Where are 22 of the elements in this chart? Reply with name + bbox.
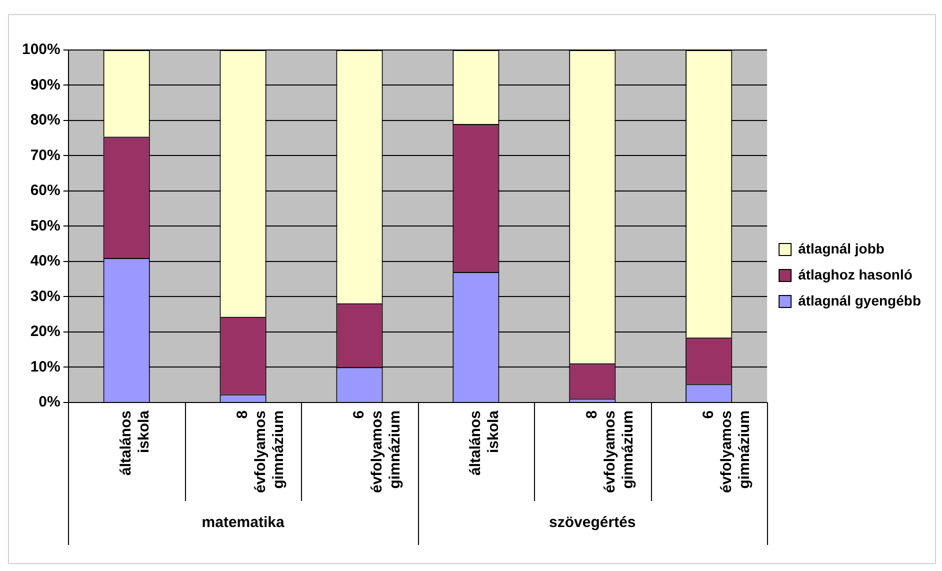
- x-tick-label: 6 évfolyamos gimnázium: [350, 410, 404, 494]
- y-tick-label: 0%: [38, 394, 60, 411]
- text: szövegértés: [549, 514, 636, 532]
- y-tick-label: 70%: [30, 146, 60, 164]
- legend-label: átlagnál jobb: [798, 240, 884, 256]
- x-tick-label: általános iskola: [467, 410, 502, 476]
- legend-label: átlagnál gyengébb: [798, 292, 922, 308]
- y-tick-label: 20%: [30, 323, 60, 340]
- legend-label: átlaghoz hasonló: [798, 266, 912, 282]
- y-tick-label: 100%: [22, 41, 60, 58]
- y-tick-label: 90%: [30, 76, 60, 94]
- y-tick-label: 80%: [30, 112, 60, 129]
- y-tick-label: 30%: [30, 288, 60, 305]
- x-tick-label: 6 évfolyamos gimnázium: [700, 410, 754, 494]
- y-tick-label: 50%: [30, 217, 60, 234]
- x-tick-label: általános iskola: [118, 410, 153, 476]
- y-tick-label: 60%: [30, 182, 60, 200]
- text: matematika: [202, 514, 285, 532]
- y-tick-label: 40%: [30, 252, 60, 270]
- x-tick-label: 8 évfolyamos gimnázium: [234, 410, 288, 494]
- y-tick-label: 10%: [30, 358, 60, 376]
- x-tick-label: 8 évfolyamos gimnázium: [584, 410, 637, 494]
